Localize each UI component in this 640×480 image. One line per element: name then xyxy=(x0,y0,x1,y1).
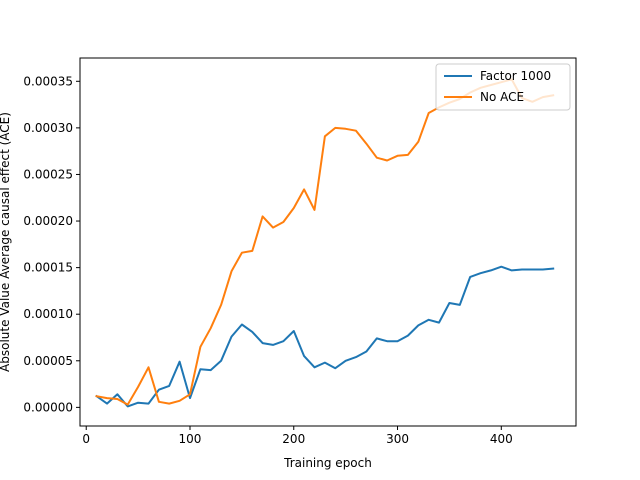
legend-label: Factor 1000 xyxy=(480,69,551,83)
axes-frame xyxy=(79,57,577,427)
y-axis-ticks: 0.00000 0.00005 0.00010 0.00015 0.00020 0.000… xyxy=(23,74,80,414)
y-tick-label: 0.00025 xyxy=(23,167,73,181)
legend: Factor 1000 No ACE xyxy=(435,63,571,111)
plot-lines xyxy=(95,78,555,408)
series-line-2 xyxy=(95,78,555,406)
y-tick-label: 0.00030 xyxy=(23,121,73,135)
y-tick-label: 0.00005 xyxy=(23,354,73,368)
series-line-1 xyxy=(95,265,555,408)
y-tick-label: 0.00015 xyxy=(23,261,73,275)
x-tick-label: 200 xyxy=(282,432,305,446)
y-tick-label: 0.00010 xyxy=(23,307,73,321)
x-axis-label: Training epoch xyxy=(283,456,372,470)
y-tick-label: 0.00035 xyxy=(23,74,73,88)
x-tick-label: 100 xyxy=(179,432,202,446)
y-tick-label: 0.00000 xyxy=(23,400,73,414)
x-tick-label: 300 xyxy=(386,432,409,446)
x-tick-label: 400 xyxy=(490,432,513,446)
y-axis-label: Absolute Value Average causal effect (AC… xyxy=(0,112,12,372)
y-tick-label: 0.00020 xyxy=(23,214,73,228)
x-axis-ticks: 0 100 200 300 400 xyxy=(82,426,513,446)
legend-label: No ACE xyxy=(480,90,524,104)
x-tick-label: 0 xyxy=(82,432,90,446)
